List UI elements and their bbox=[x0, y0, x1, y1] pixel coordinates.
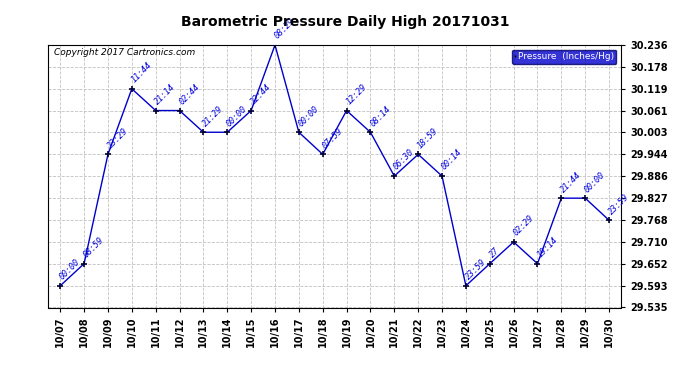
Text: 02:44: 02:44 bbox=[177, 82, 201, 106]
Text: 00:00: 00:00 bbox=[583, 170, 607, 194]
Text: 12:29: 12:29 bbox=[344, 82, 368, 106]
Text: 00:00: 00:00 bbox=[58, 258, 82, 282]
Text: 21:14: 21:14 bbox=[153, 82, 177, 106]
Text: Barometric Pressure Daily High 20171031: Barometric Pressure Daily High 20171031 bbox=[181, 15, 509, 29]
Text: 00:00: 00:00 bbox=[297, 104, 321, 128]
Text: Copyright 2017 Cartronics.com: Copyright 2017 Cartronics.com bbox=[54, 48, 195, 57]
Text: 07:59: 07:59 bbox=[321, 126, 344, 150]
Text: 08:29: 08:29 bbox=[273, 17, 297, 41]
Text: 21:29: 21:29 bbox=[201, 104, 225, 128]
Text: 00:14: 00:14 bbox=[440, 148, 464, 172]
Legend: Pressure  (Inches/Hg): Pressure (Inches/Hg) bbox=[512, 50, 616, 64]
Text: 00:00: 00:00 bbox=[225, 104, 249, 128]
Text: 18:59: 18:59 bbox=[416, 126, 440, 150]
Text: 22:44: 22:44 bbox=[249, 82, 273, 106]
Text: 21:44: 21:44 bbox=[559, 170, 583, 194]
Text: 27: 27 bbox=[488, 246, 501, 259]
Text: 23:59: 23:59 bbox=[464, 258, 488, 282]
Text: 02:29: 02:29 bbox=[511, 214, 535, 238]
Text: 19:14: 19:14 bbox=[535, 236, 560, 260]
Text: 23:59: 23:59 bbox=[607, 192, 631, 216]
Text: 11:44: 11:44 bbox=[130, 61, 154, 85]
Text: 23:29: 23:29 bbox=[106, 126, 130, 150]
Text: 06:30: 06:30 bbox=[392, 148, 416, 172]
Text: 08:14: 08:14 bbox=[368, 104, 393, 128]
Text: 08:59: 08:59 bbox=[82, 236, 106, 260]
